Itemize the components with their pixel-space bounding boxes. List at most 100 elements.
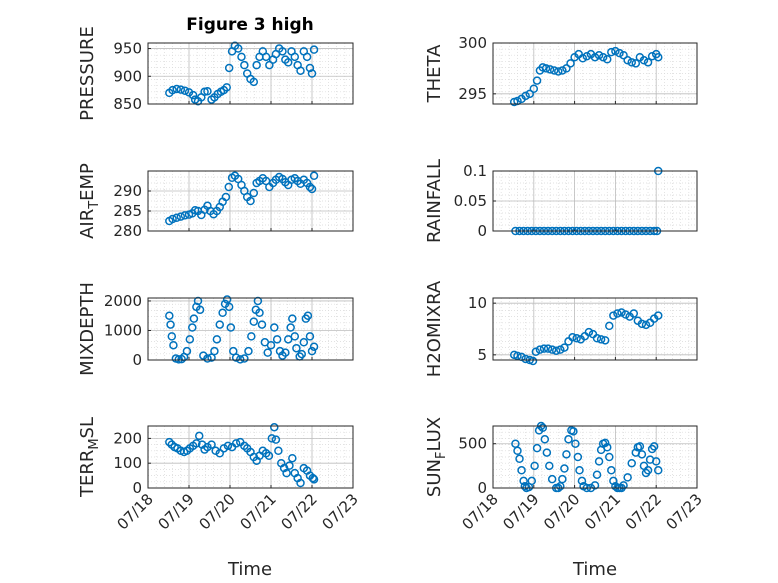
data-point (167, 332, 177, 341)
data-point (513, 351, 522, 361)
y-tick-label: 280 (113, 222, 142, 240)
data-point (531, 347, 541, 356)
data-point (542, 448, 552, 457)
data-point (558, 474, 567, 484)
data-point (309, 45, 319, 54)
data-point (558, 66, 567, 75)
data-point (575, 466, 584, 475)
data-point (226, 323, 236, 332)
y-tick-label: 290 (113, 182, 142, 200)
data-point (177, 354, 186, 364)
data-point (594, 50, 604, 60)
y-tick-label: 2000 (104, 292, 142, 310)
data-point (527, 476, 537, 486)
data-point (641, 320, 651, 330)
data-point (212, 335, 222, 344)
y-tick-label: 10 (468, 294, 487, 312)
data-point (249, 317, 259, 326)
data-point (233, 44, 243, 53)
axes-box (492, 170, 698, 232)
data-point (643, 466, 653, 475)
y-tick-label: 0 (132, 479, 142, 497)
data-point (224, 182, 234, 192)
data-point (180, 86, 190, 95)
data-point (577, 476, 587, 486)
data-point (192, 439, 201, 448)
data-point (590, 481, 600, 490)
data-point (305, 332, 315, 341)
figure-title: Figure 3 high (186, 15, 314, 35)
data-point (180, 211, 190, 220)
data-point (635, 442, 645, 451)
y-axis-label: PRESSURE (77, 26, 98, 121)
y-tick-label: 100 (113, 454, 142, 472)
data-point (600, 336, 610, 345)
data-point (305, 63, 315, 73)
data-point (573, 452, 583, 462)
data-point (270, 323, 279, 332)
data-point (309, 475, 319, 484)
data-point (290, 52, 300, 62)
data-point (299, 338, 309, 347)
data-point (530, 461, 539, 471)
data-point (609, 476, 618, 486)
data-point (252, 60, 261, 70)
data-point (257, 320, 267, 329)
y-tick-label: 285 (113, 202, 142, 220)
data-point (535, 345, 545, 354)
data-point (237, 52, 246, 62)
data-point (551, 346, 561, 355)
data-point (288, 453, 297, 463)
data-point (584, 327, 594, 337)
data-point (222, 83, 231, 92)
data-point (521, 91, 530, 101)
data-point (602, 443, 612, 452)
data-point (521, 354, 530, 364)
data-point (605, 452, 614, 462)
data-point (176, 85, 186, 94)
data-point (607, 466, 616, 475)
data-point (543, 344, 553, 353)
data-point (653, 52, 663, 62)
data-point (560, 464, 569, 473)
y-tick-label: 200 (113, 429, 142, 447)
data-point (182, 346, 192, 356)
data-point (176, 212, 186, 221)
data-point (592, 470, 602, 479)
data-point (271, 435, 281, 444)
data-point (525, 89, 534, 99)
data-point (619, 481, 628, 490)
x-axis-label-left: Time (227, 559, 272, 580)
data-point (647, 51, 657, 61)
data-point (244, 346, 253, 356)
data-point (224, 63, 234, 73)
data-point (564, 435, 573, 444)
subplot-5: 0 1000 2000 MIXDEPTH (77, 282, 354, 376)
data-point (528, 356, 538, 366)
data-point (266, 340, 276, 350)
data-point (540, 435, 550, 444)
data-point (274, 446, 283, 456)
y-axis-label: SUNFLUX (424, 417, 449, 497)
y-tick-label: 5 (477, 346, 487, 364)
data-point (215, 449, 224, 458)
data-point (231, 353, 241, 362)
data-point (594, 457, 604, 466)
data-point (305, 182, 315, 192)
data-point (621, 310, 630, 319)
data-point (569, 427, 578, 436)
data-point (571, 439, 580, 448)
data-point (539, 344, 549, 353)
data-point (203, 86, 212, 96)
data-point (631, 59, 641, 68)
data-point (519, 476, 528, 486)
data-point (578, 54, 588, 63)
data-point (309, 171, 319, 181)
data-point (653, 466, 663, 475)
data-point (165, 437, 174, 447)
data-point (193, 296, 203, 306)
data-point (613, 309, 622, 318)
data-point (172, 84, 181, 94)
y-tick-label: 300 (458, 34, 487, 52)
y-tick-label: 0.05 (454, 192, 487, 210)
